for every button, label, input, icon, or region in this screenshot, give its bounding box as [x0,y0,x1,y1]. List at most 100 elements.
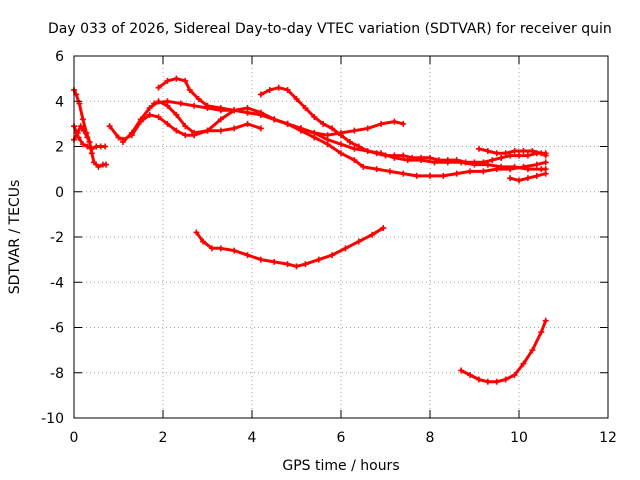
data-point [146,111,153,118]
data-point [173,127,180,134]
y-tick-label: 6 [55,49,64,65]
data-point [400,152,407,159]
data-point [360,163,367,170]
data-point [520,148,527,155]
data-point [529,148,536,155]
data-point [311,114,318,121]
data-point [529,347,536,354]
data-point [386,168,393,175]
data-point [200,238,207,245]
data-point [164,120,171,127]
data-point [204,127,211,134]
data-point [191,102,198,109]
y-tick-label: 4 [55,94,64,110]
data-point [88,145,95,152]
data-point [391,152,398,159]
data-point [355,143,362,150]
grid-layer [74,56,608,418]
data-point [115,134,122,141]
data-point [462,159,469,166]
data-point [177,100,184,107]
data-point [427,172,433,179]
data-point [338,150,344,157]
data-point [193,229,200,236]
data-point [146,105,153,112]
data-point [284,261,291,268]
data-point [324,136,331,143]
data-point [80,127,87,134]
data-point [257,125,264,132]
data-point [293,95,300,102]
data-point [329,252,336,259]
data-point [119,138,126,145]
data-point [453,170,460,177]
y-tick-label: -4 [50,275,64,291]
data-point [364,125,371,132]
series-pass-11 [193,224,387,270]
data-point [351,145,358,152]
data-point [351,157,358,164]
x-tick-label: 6 [337,430,346,446]
data-point [173,111,180,118]
data-point [311,129,318,136]
data-point [471,159,478,166]
series-pass-1 [71,86,110,170]
data-point [155,114,162,121]
ticks-layer: 0 2 4 6 8 10 12 -10 -8 -6 -4 -2 0 2 4 6 [41,49,617,446]
data-point [498,163,505,170]
series-pass-10 [507,170,549,184]
chart-title: Day 033 of 2026, Sidereal Day-to-day VTE… [48,21,612,37]
data-point [524,166,531,173]
data-point [507,175,514,182]
data-point [493,378,500,385]
data-point [351,127,358,134]
y-tick-label: -8 [50,366,64,382]
x-tick-label: 4 [248,430,257,446]
data-point [373,166,380,173]
y-tick-label: 2 [55,140,64,156]
data-point [284,120,291,127]
data-point [533,172,540,179]
series-pass-9 [475,145,549,159]
data-point [79,141,86,148]
series-pass-6 [155,75,549,179]
data-point [533,161,540,168]
data-point [106,123,113,130]
data-point [502,376,509,383]
data-point [297,125,304,132]
x-tick-label: 8 [426,430,435,446]
data-point [217,107,224,114]
data-point [302,105,309,112]
data-point [453,157,460,164]
data-point [520,360,527,367]
data-point [382,152,389,159]
data-point [373,150,380,157]
data-point [257,91,264,98]
data-point [102,143,109,150]
data-point [95,163,102,170]
data-point [284,86,291,93]
data-point [542,152,549,159]
data-point [391,118,398,125]
data-point [231,247,238,254]
data-point [91,159,98,166]
data-point [204,105,211,112]
traces-layer [71,75,549,385]
y-tick-label: 0 [55,185,64,201]
data-point [524,152,531,159]
data-point [342,245,349,252]
data-point [413,172,420,179]
data-point [231,107,238,114]
data-point [74,129,81,136]
data-point [502,150,509,157]
data-point [516,152,522,159]
data-point [538,150,545,157]
data-point [244,109,251,116]
data-point [440,172,447,179]
x-tick-label: 0 [70,430,79,446]
data-point [84,134,91,141]
data-point [186,86,193,93]
data-point [480,159,487,166]
data-point [435,157,442,164]
